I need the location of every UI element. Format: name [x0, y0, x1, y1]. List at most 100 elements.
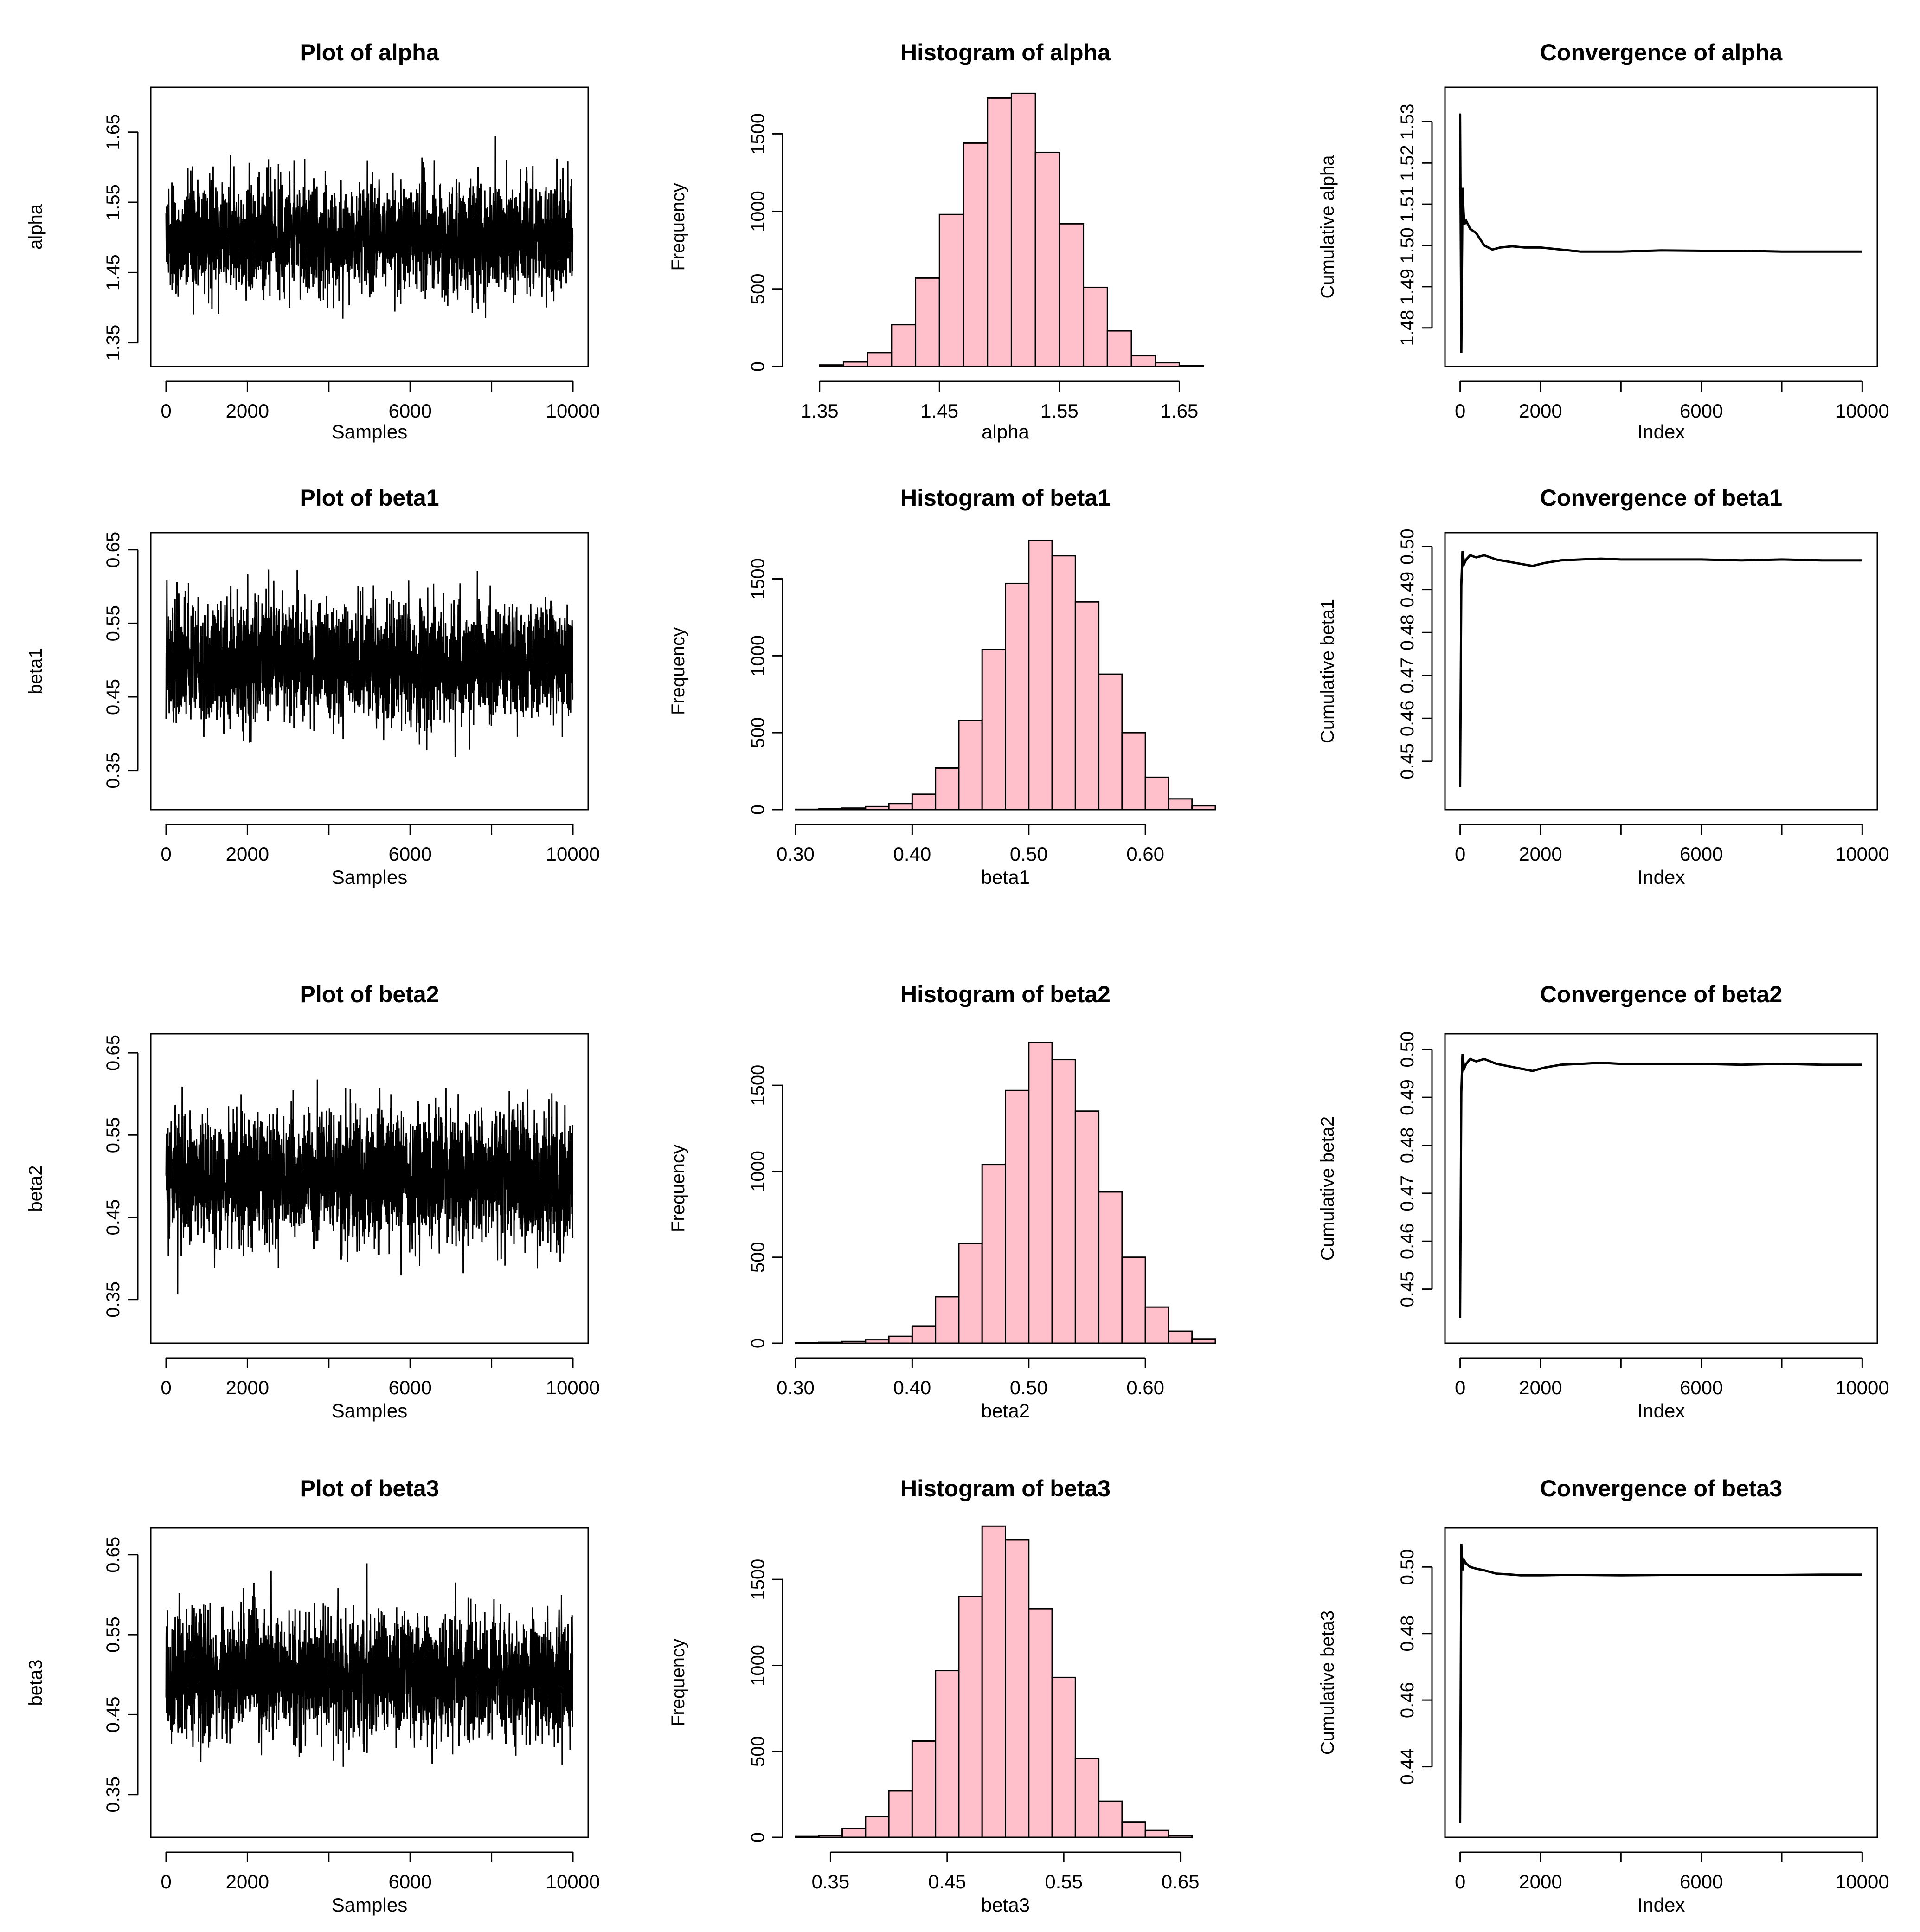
y-tick-label: 0.45 [103, 1199, 123, 1236]
y-tick-label: 1000 [748, 1151, 768, 1192]
x-tick-label: 2000 [226, 1871, 269, 1893]
histogram-bar [1051, 1676, 1076, 1838]
y-axis-label: beta1 [26, 648, 46, 694]
plot-frame [150, 86, 589, 367]
plot-frame [150, 1033, 589, 1344]
y-tick-label: 0.35 [103, 1282, 123, 1318]
histogram-bar [818, 1341, 843, 1344]
y-tick-label: 0.46 [1397, 1682, 1418, 1718]
histogram-bar [1168, 1835, 1193, 1838]
y-tick-label: 1.55 [103, 184, 123, 220]
histogram-bar [1098, 1800, 1123, 1838]
panel-title: Plot of alpha [300, 39, 440, 65]
panel-trace-6: Plot of beta2 Samples beta2 0 2000 6000 10000 0… [26, 981, 600, 1422]
x-tick-label: 0.60 [1126, 1377, 1164, 1398]
x-tick-label: 0.50 [1010, 1377, 1048, 1398]
x-tick-label: 2000 [1519, 400, 1562, 422]
y-tick-label: 1.35 [103, 325, 123, 361]
y-tick-label: 0.45 [1397, 1271, 1418, 1307]
trace-line [165, 569, 574, 757]
histogram-bar [1051, 555, 1076, 811]
histogram-bar [842, 361, 868, 367]
y-tick-label: 0.55 [103, 1616, 123, 1653]
y-tick-label: 1000 [748, 191, 768, 232]
y-tick-label: 0.50 [1397, 528, 1418, 565]
histogram-bar [911, 1740, 937, 1838]
x-tick-label: 0 [1455, 400, 1465, 422]
histogram-bar [1191, 1338, 1216, 1344]
panel-trace-9: Plot of beta3 Samples beta3 0 2000 6000 10000 0… [26, 1475, 600, 1916]
y-tick-label: 1.65 [103, 114, 123, 150]
x-axis-label: Index [1637, 866, 1685, 888]
x-tick-label: 10000 [546, 400, 600, 422]
histogram-bar [1005, 1089, 1030, 1344]
panel-convergence-11: Convergence of beta3 Index Cumulative beta… [1317, 1475, 1889, 1916]
x-tick-label: 1.65 [1161, 400, 1199, 422]
y-tick-label: 0.44 [1397, 1749, 1418, 1785]
histogram-bar [987, 97, 1012, 367]
histogram-bars [795, 1525, 1193, 1838]
y-tick-label: 0.47 [1397, 1175, 1418, 1211]
histogram-bar [1010, 92, 1036, 367]
histogram-bar [1098, 1191, 1123, 1344]
x-axis-label: Samples [332, 1894, 407, 1916]
x-tick-label: 0 [1455, 843, 1465, 865]
histogram-bar [1144, 1829, 1169, 1838]
panel-title: Histogram of beta2 [900, 981, 1111, 1007]
x-tick-label: 0 [161, 843, 171, 865]
y-tick-label: 0 [748, 1338, 768, 1348]
y-tick-label: 0.46 [1397, 700, 1418, 736]
y-tick-label: 1.48 [1397, 310, 1418, 346]
x-tick-label: 6000 [1680, 400, 1723, 422]
histogram-bar [841, 1340, 867, 1344]
y-tick-label: 0.45 [103, 1696, 123, 1732]
y-tick-label: 1000 [748, 635, 768, 676]
histogram-bar [1074, 1758, 1100, 1838]
histogram-bar [1191, 805, 1216, 811]
x-axis-label: beta1 [981, 866, 1030, 888]
y-tick-label: 0.35 [103, 753, 123, 789]
histogram-bar [938, 213, 964, 367]
x-tick-label: 0.65 [1162, 1871, 1200, 1893]
histogram-bar [795, 808, 820, 811]
x-tick-label: 0 [161, 1377, 171, 1398]
histogram-bar [935, 1296, 960, 1344]
plot-frame [1444, 86, 1878, 367]
histogram-bars [795, 540, 1216, 811]
trace-line [165, 1563, 574, 1767]
x-tick-label: 6000 [388, 843, 431, 865]
histogram-bar [867, 352, 893, 367]
plot-frame [1444, 1527, 1878, 1838]
x-tick-label: 6000 [1680, 1377, 1723, 1398]
y-tick-label: 0.45 [103, 679, 123, 715]
histogram-bar [1168, 798, 1193, 811]
x-tick-label: 2000 [226, 1377, 269, 1398]
y-tick-label: 0.45 [1397, 743, 1418, 779]
histogram-bar [911, 793, 937, 811]
y-axis-label: alpha [26, 204, 46, 250]
convergence-line [1459, 551, 1862, 787]
y-tick-label: 1.50 [1397, 227, 1418, 264]
x-tick-label: 2000 [1519, 843, 1562, 865]
panel-title: Plot of beta3 [300, 1475, 439, 1501]
y-axis-label: Cumulative beta2 [1317, 1116, 1338, 1261]
histogram-bar [1144, 776, 1169, 811]
y-axis-label: Frequency [668, 183, 688, 271]
y-tick-label: 1.45 [103, 254, 123, 290]
histogram-bar [981, 1525, 1006, 1838]
histogram-bar [1005, 582, 1030, 811]
x-axis-label: Index [1637, 1894, 1685, 1916]
panel-histogram-4: Histogram of beta1 beta1 Frequency 0.30 0.40… [668, 485, 1216, 888]
y-axis-label: Frequency [668, 1639, 688, 1726]
y-tick-label: 0 [748, 805, 768, 815]
histogram-bar [911, 1325, 937, 1344]
y-tick-label: 0.55 [103, 605, 123, 641]
x-tick-label: 2000 [1519, 1377, 1562, 1398]
x-tick-label: 0.60 [1126, 843, 1164, 865]
y-tick-label: 500 [748, 1242, 768, 1273]
histogram-bar [1005, 1539, 1030, 1838]
x-tick-label: 0 [161, 400, 171, 422]
y-tick-label: 1500 [748, 113, 768, 155]
y-tick-label: 0.65 [103, 532, 123, 568]
